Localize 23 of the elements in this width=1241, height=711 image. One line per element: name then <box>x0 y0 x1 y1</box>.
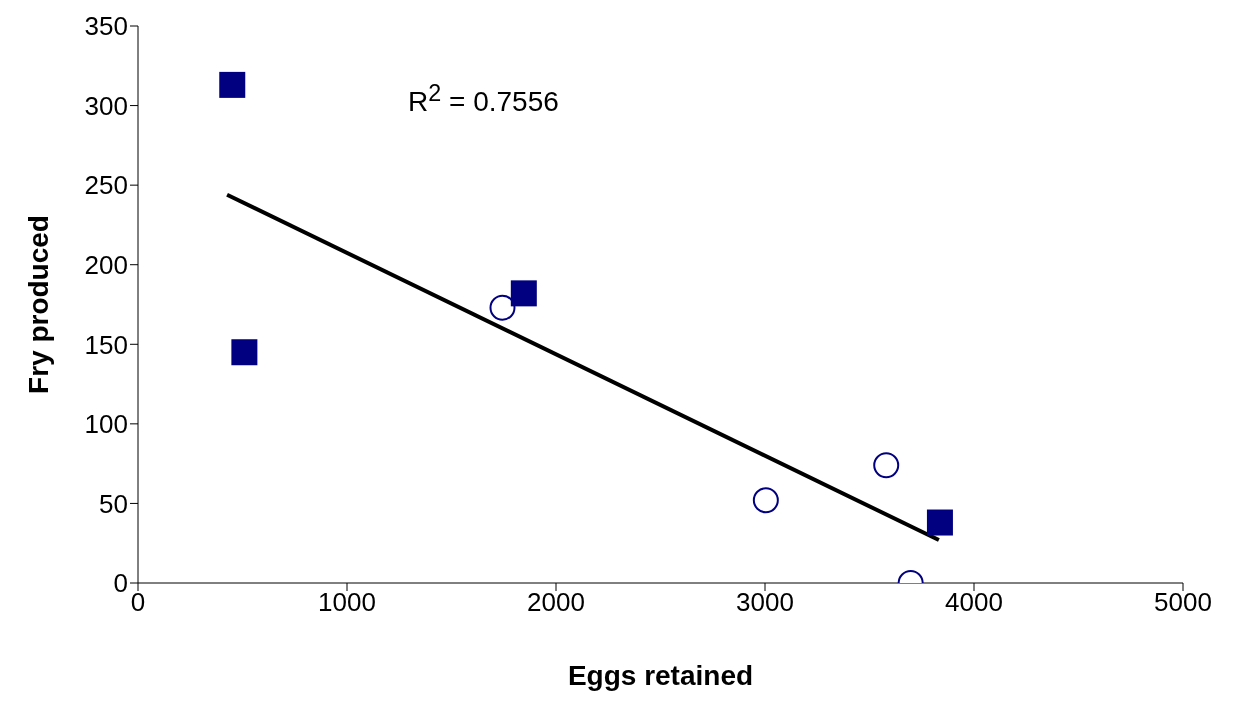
point <box>752 487 779 514</box>
x-axis-title: Eggs retained <box>567 660 754 691</box>
x-tick-label: 5000 <box>1154 587 1212 618</box>
y-tick-label: 100 <box>84 409 128 440</box>
x-tick-label: 4000 <box>945 587 1003 618</box>
y-tick-label: 300 <box>84 90 128 121</box>
y-tick-label: 0 <box>113 568 128 599</box>
x-tick-label: 3000 <box>736 587 794 618</box>
point <box>219 71 246 98</box>
point <box>489 294 516 321</box>
point <box>510 280 537 307</box>
y-tick-label: 350 <box>84 11 128 42</box>
y-tick-label: 250 <box>84 170 128 201</box>
y-tick-label: 150 <box>84 329 128 360</box>
annotation: R$^{2}$ = 0.7556 <box>408 80 559 119</box>
x-tick-label: 2000 <box>527 587 585 618</box>
y-axis-title: Fry produced <box>22 215 54 394</box>
y-tick-label: 200 <box>84 249 128 280</box>
y-tick-label: 50 <box>99 488 128 519</box>
point <box>926 509 953 536</box>
point <box>231 339 258 366</box>
x-tick-label: 1000 <box>318 587 376 618</box>
point <box>873 452 900 479</box>
